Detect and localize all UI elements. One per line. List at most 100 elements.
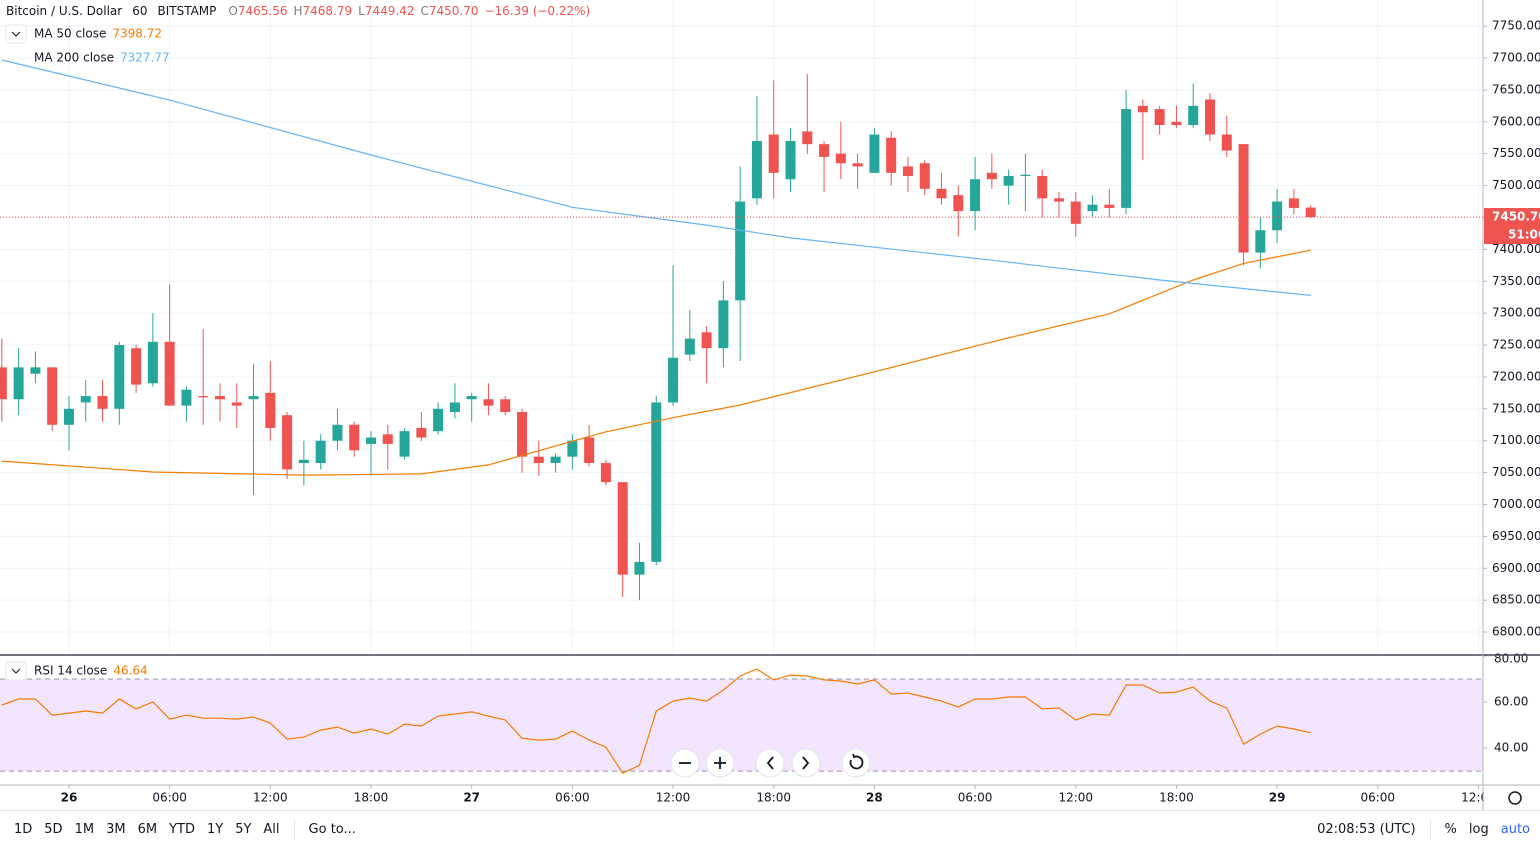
candle-body <box>936 188 947 199</box>
candle-body <box>97 396 108 409</box>
scale-option[interactable]: auto <box>1500 822 1530 837</box>
candle-body <box>684 338 695 355</box>
candle-body <box>819 144 830 157</box>
range-button[interactable]: 1Y <box>206 822 224 837</box>
moving-average-line <box>1 59 1311 296</box>
y-tick-label: 80.00 <box>1494 652 1528 666</box>
ohlc-key: L <box>358 4 365 18</box>
y-tick-label: 7700.00 <box>1492 51 1540 65</box>
candle-body <box>1272 201 1283 231</box>
legend-toggle[interactable] <box>5 661 27 681</box>
legend-toggle[interactable] <box>5 24 27 44</box>
change: −16.39 (−0.22%) <box>484 4 590 18</box>
nav-icon <box>849 753 864 770</box>
candle-body <box>584 437 595 464</box>
candle-body <box>1154 109 1165 126</box>
settings-icon[interactable] <box>1508 791 1522 805</box>
rsi-band <box>0 678 1483 772</box>
y-tick-label: 7550.00 <box>1492 146 1540 160</box>
candle-body <box>1003 176 1014 186</box>
candle-body <box>751 140 762 199</box>
rsi-line <box>1 668 1311 774</box>
candle-body <box>214 396 225 400</box>
interval: 60 <box>132 4 147 18</box>
legend-value: 7398.72 <box>112 27 162 41</box>
candle-body <box>1188 105 1199 126</box>
candle-body <box>13 367 24 400</box>
candle-body <box>366 437 377 444</box>
goto-button[interactable]: Go to... <box>308 822 356 837</box>
candle-body <box>382 434 393 444</box>
y-tick-label: 7100.00 <box>1492 433 1540 447</box>
candle-body <box>282 415 293 470</box>
ohlc-key: C <box>420 4 428 18</box>
candle-body <box>315 440 326 464</box>
range-button[interactable]: 5Y <box>235 822 252 837</box>
range-button[interactable]: 3M <box>106 822 126 837</box>
candle-body <box>953 195 964 212</box>
candle-body <box>181 389 192 406</box>
candle-body <box>30 367 41 374</box>
last-price-label: 7450.70 <box>1492 210 1540 224</box>
candle-body <box>0 367 7 400</box>
candle-body <box>1221 134 1232 151</box>
scale-option[interactable]: log <box>1468 822 1489 837</box>
candle-body <box>1121 109 1132 208</box>
range-button[interactable]: 1D <box>14 822 33 837</box>
candle-body <box>668 357 679 403</box>
legend-name: MA 50 close <box>34 27 106 41</box>
chevron-icon <box>11 31 21 37</box>
x-tick-label: 06:00 <box>1360 791 1395 805</box>
legend-value: 46.64 <box>113 664 147 678</box>
ohlc-value: 7465.56 <box>238 4 288 18</box>
candle-body <box>483 399 494 406</box>
range-button[interactable]: YTD <box>169 822 195 837</box>
chevron-icon <box>11 668 21 674</box>
nav-button[interactable] <box>755 748 785 778</box>
candle-body <box>1037 176 1048 199</box>
y-tick-label: 7000.00 <box>1492 497 1540 511</box>
candle-body <box>449 402 460 413</box>
candle-body <box>1053 198 1064 202</box>
nav-button[interactable] <box>841 748 871 778</box>
candle-body <box>852 163 863 167</box>
candle-body <box>550 456 561 464</box>
candle-body <box>768 134 779 173</box>
range-button[interactable]: All <box>263 822 280 837</box>
candle-body <box>600 463 611 483</box>
candle-body <box>131 348 142 385</box>
y-tick-label: 6950.00 <box>1492 529 1540 543</box>
candle-body <box>835 153 846 164</box>
candle-body <box>147 341 158 384</box>
candle-body <box>433 408 444 432</box>
scale-options: % log auto <box>1439 822 1540 837</box>
x-tick-label: 18:00 <box>756 791 791 805</box>
scale-option[interactable]: % <box>1444 822 1457 837</box>
candle-body <box>349 424 360 451</box>
candle-body <box>617 482 628 575</box>
candle-body <box>986 172 997 180</box>
candle-body <box>1255 230 1266 253</box>
x-tick-label: 18:00 <box>1159 791 1194 805</box>
ohlc-key: H <box>293 4 302 18</box>
nav-button[interactable] <box>791 748 821 778</box>
range-button[interactable]: 6M <box>137 822 158 837</box>
candle-body <box>298 459 309 464</box>
range-button[interactable]: 5D <box>44 822 63 837</box>
candle-body <box>1238 144 1249 253</box>
y-tick-label: 7050.00 <box>1492 465 1540 479</box>
separator <box>1429 819 1431 840</box>
range-button[interactable]: 1M <box>74 822 95 837</box>
symbol: Bitcoin / U.S. Dollar <box>6 4 122 18</box>
y-tick-label: 7750.00 <box>1492 19 1540 33</box>
candle-body <box>332 424 343 441</box>
clock: 02:08:53 (UTC) <box>1317 822 1416 837</box>
x-tick-label: 26 <box>61 791 78 805</box>
x-tick-label: 27 <box>463 791 480 805</box>
legend-name: RSI 14 close <box>34 664 107 678</box>
range-buttons: 1D 5D 1M 3M 6M YTD 1Y 5Y All <box>0 822 286 837</box>
candle-body <box>735 201 746 301</box>
candle-body <box>466 396 477 400</box>
x-tick-label: 12:00 <box>656 791 691 805</box>
y-tick-label: 7500.00 <box>1492 178 1540 192</box>
